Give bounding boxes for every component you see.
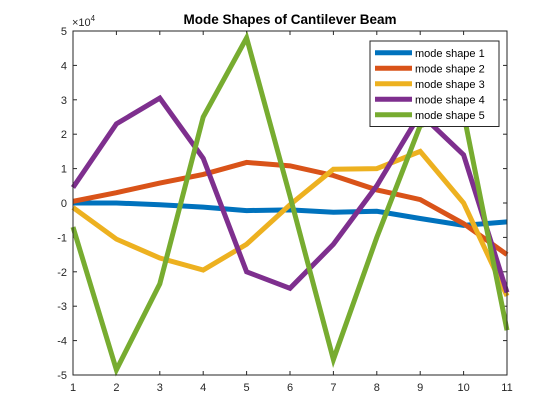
legend: mode shape 1 mode shape 2 mode shape 3 mode… [369,40,500,127]
series-line-2 [72,159,509,257]
y-tick-label: -2 [57,267,67,279]
y-tick-label: 3 [61,95,67,107]
y-tick-label: 5 [61,26,67,38]
x-tick-label: 1 [70,382,76,394]
y-exponent-base: ×10 [72,17,91,29]
x-tick-label: 8 [374,382,380,394]
x-tick-label: 9 [417,382,423,394]
y-tick-label: 1 [61,164,67,176]
x-tick-label: 11 [501,382,512,394]
x-tick-label: 5 [244,382,250,394]
x-axis: 1 2 3 4 5 6 7 8 9 10 11 [70,31,513,394]
legend-label-5: mode shape 5 [415,110,485,122]
y-exponent-power: 4 [91,14,96,23]
series-line-4 [70,94,510,294]
y-tick-label: 2 [61,129,67,141]
x-tick-label: 4 [200,382,206,394]
y-tick-label: -4 [57,336,67,348]
legend-label-3: mode shape 3 [415,79,485,91]
x-tick-label: 10 [457,382,469,394]
y-tick-label: -3 [57,301,67,313]
y-tick-label: -5 [57,370,67,382]
series-line-1 [73,200,508,228]
legend-label-2: mode shape 2 [415,63,485,75]
y-exponent-label: ×104 [72,14,96,29]
x-tick-label: 3 [157,382,163,394]
legend-label-1: mode shape 1 [415,48,485,60]
y-tick-label: 4 [61,60,67,72]
chart-title: Mode Shapes of Cantilever Beam [183,12,396,27]
legend-label-4: mode shape 4 [415,94,485,106]
y-tick-label: 0 [61,198,67,210]
axes-box [72,30,508,376]
axes-frame [72,30,508,376]
y-tick-label: -1 [57,232,67,244]
x-tick-label: 6 [287,382,293,394]
x-tick-label: 2 [113,382,119,394]
x-tick-label: 7 [330,382,336,394]
